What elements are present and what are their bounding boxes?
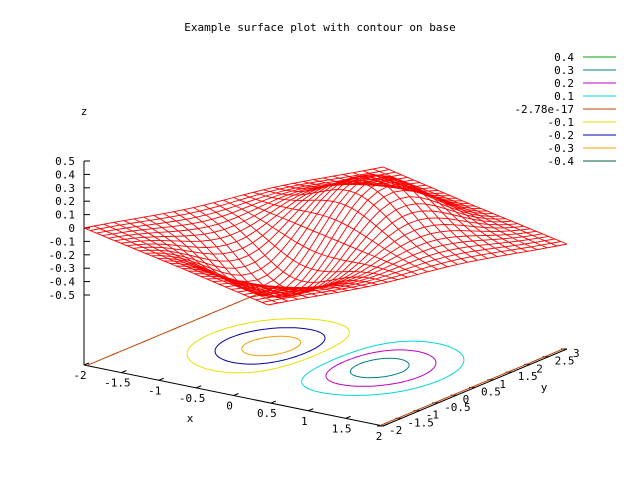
x-tick-label: -1.5 xyxy=(104,377,131,390)
y-axis-label: y xyxy=(541,381,548,394)
y-tick-label: 0.5 xyxy=(481,386,501,399)
z-tick-label: 0.5 xyxy=(55,155,75,168)
contour-line xyxy=(301,340,465,396)
x-tick-label: 0 xyxy=(226,400,233,413)
contour-line xyxy=(86,288,565,426)
y-tick-label: -1.5 xyxy=(407,416,434,429)
surface-line xyxy=(372,168,558,247)
surface-line xyxy=(233,197,418,275)
surface-mesh xyxy=(83,166,568,306)
legend-label: 0.2 xyxy=(554,77,574,90)
surface-line xyxy=(153,215,338,294)
surface-line xyxy=(223,199,408,278)
x-tick-label: -2 xyxy=(73,369,86,382)
y-tick-label: 3 xyxy=(573,347,580,360)
surface-line xyxy=(183,209,368,297)
z-tick-label: 0.3 xyxy=(55,182,75,195)
legend-label: 0.1 xyxy=(554,90,574,103)
y-tick-label: 0 xyxy=(463,393,470,406)
surface-line xyxy=(303,175,488,259)
contour-line xyxy=(214,327,326,365)
legend-label: -0.2 xyxy=(548,129,575,142)
surface-line xyxy=(323,177,508,256)
y-tick-label: -2 xyxy=(389,424,402,437)
contour-line xyxy=(186,318,350,374)
z-tick-label: -0.2 xyxy=(49,249,76,262)
z-tick-label: -0.5 xyxy=(49,289,76,302)
x-tick-mark xyxy=(270,400,277,404)
x-tick-label: 1.5 xyxy=(332,422,352,435)
z-tick-label: -0.4 xyxy=(49,276,76,289)
x-tick-mark xyxy=(382,423,389,427)
x-axis-label: x xyxy=(187,412,194,425)
y-tick-label: 1 xyxy=(499,378,506,391)
z-tick-label: 0.1 xyxy=(55,209,75,222)
surface-line xyxy=(243,194,428,273)
x-tick-mark xyxy=(121,370,127,374)
contour-line xyxy=(325,349,437,387)
legend: 0.40.30.20.1-2.78e-17-0.1-0.2-0.3-0.4 xyxy=(514,51,616,168)
z-axis-label: z xyxy=(81,105,88,118)
x-tick-mark xyxy=(83,362,90,366)
surface-line xyxy=(213,202,398,281)
z-tick-label: 0.4 xyxy=(55,168,75,181)
legend-label: -2.78e-17 xyxy=(514,103,574,116)
legend-label: -0.3 xyxy=(548,142,575,155)
x-tick-mark xyxy=(345,415,351,419)
contour-line xyxy=(349,357,410,379)
contour-line xyxy=(241,335,302,357)
surface-line xyxy=(163,213,348,297)
x-tick-label: 0.5 xyxy=(257,407,277,420)
y-tick-label: 2.5 xyxy=(555,355,575,368)
y-tick-label: -0.5 xyxy=(444,401,471,414)
legend-label: -0.4 xyxy=(548,155,575,168)
surface-line xyxy=(362,170,548,249)
z-tick-label: -0.3 xyxy=(49,262,76,275)
chart-title: Example surface plot with contour on bas… xyxy=(184,21,456,34)
x-tick-mark xyxy=(233,393,239,396)
base-contours xyxy=(86,288,565,426)
x-tick-label: 2 xyxy=(376,430,383,443)
axes: -2-1.5-1-0.500.511.52 -2-1.5-1-0.500.511.… xyxy=(49,155,580,443)
surface-line xyxy=(263,189,448,268)
surface-line xyxy=(333,175,518,254)
z-tick-label: -0.1 xyxy=(49,235,76,248)
y-tick-label: -1 xyxy=(426,409,439,422)
x-tick-mark xyxy=(308,408,314,412)
x-tick-mark xyxy=(158,377,164,381)
surface-line xyxy=(193,207,378,292)
x-tick-label: -1 xyxy=(148,384,161,397)
surface-line xyxy=(253,191,438,270)
x-tick-label: 1 xyxy=(301,415,308,428)
surface-line xyxy=(83,227,269,306)
x-tick-mark xyxy=(195,385,202,389)
surface-line xyxy=(382,166,568,245)
surface-line xyxy=(352,172,538,251)
legend-label: 0.3 xyxy=(554,64,574,77)
surface-line xyxy=(283,175,468,263)
x-tick-label: -0.5 xyxy=(179,392,206,405)
z-tick-label: 0.2 xyxy=(55,195,75,208)
surface-line xyxy=(203,204,388,283)
legend-label: 0.4 xyxy=(554,51,574,64)
y-tick-label: 2 xyxy=(536,362,543,375)
legend-label: -0.1 xyxy=(548,116,575,129)
y-tick-label: 1.5 xyxy=(518,370,538,383)
surface-line xyxy=(273,180,458,265)
surface-line xyxy=(293,174,478,261)
z-tick-label: 0 xyxy=(68,222,75,235)
